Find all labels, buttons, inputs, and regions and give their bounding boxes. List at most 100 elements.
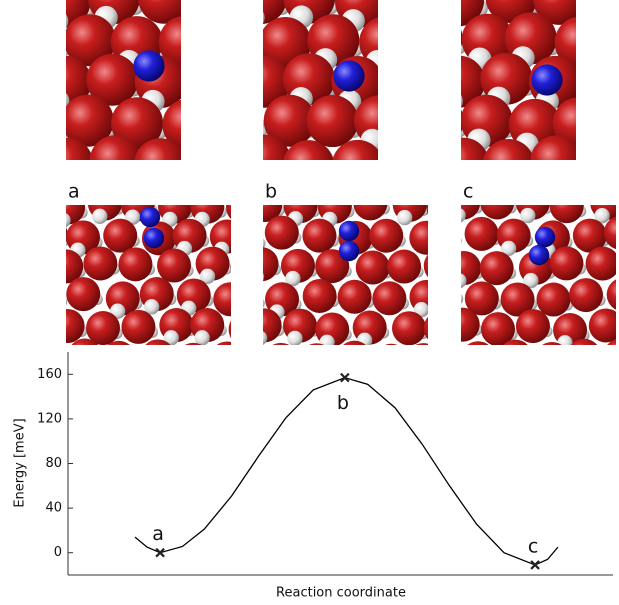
oxygen-atom <box>302 219 336 253</box>
hydrogen-atom <box>432 327 444 339</box>
hydrogen-atom <box>129 173 141 185</box>
oxygen-atom <box>83 246 117 280</box>
oxygen-atom <box>410 157 444 191</box>
state-marker <box>531 561 539 569</box>
hydrogen-atom <box>418 0 436 17</box>
oxygen-atom <box>425 156 459 190</box>
hydrogen-atom <box>422 81 440 99</box>
molecule-panel <box>209 155 482 380</box>
nitrogen-atom <box>144 228 164 248</box>
oxygen-atom <box>300 343 334 377</box>
hydrogen-atom <box>249 360 264 375</box>
oxygen-atom <box>18 94 70 146</box>
oxygen-atom <box>530 135 582 187</box>
hydrogen-atom <box>560 358 572 370</box>
hydrogen-atom <box>289 359 301 371</box>
oxygen-atom <box>13 313 47 347</box>
molecule-panel <box>0 0 267 232</box>
oxygen-atom <box>577 0 619 28</box>
oxygen-atom <box>118 247 152 281</box>
oxygen-atom <box>264 343 298 377</box>
hydrogen-atom <box>164 174 176 186</box>
hydrogen-atom <box>557 335 572 350</box>
hydrogen-atom <box>244 120 262 138</box>
hydrogen-atom <box>249 269 264 284</box>
oxygen-atom <box>15 14 67 66</box>
hydrogen-atom <box>268 365 283 380</box>
hydrogen-atom <box>38 207 50 219</box>
hydrogen-atom <box>520 164 538 182</box>
hydrogen-atom <box>31 161 49 179</box>
oxygen-atom <box>414 176 466 228</box>
hydrogen-atom <box>592 355 604 367</box>
y-tick-label: 0 <box>54 545 62 560</box>
hydrogen-atom <box>327 176 339 188</box>
oxygen-atom <box>104 157 138 191</box>
hydrogen-atom <box>0 87 21 110</box>
hydrogen-atom <box>609 179 619 194</box>
hydrogen-atom <box>418 79 436 97</box>
hydrogen-atom <box>450 172 462 184</box>
hydrogen-atom <box>450 235 462 247</box>
y-tick-label: 160 <box>37 367 62 382</box>
hydrogen-atom <box>521 174 533 186</box>
hydrogen-atom <box>200 123 218 141</box>
oxygen-atom <box>245 247 279 281</box>
hydrogen-atom <box>362 172 374 184</box>
molecule-panel <box>13 155 287 381</box>
y-tick-label: 80 <box>45 456 62 471</box>
oxygen-atom <box>187 0 239 26</box>
oxygen-atom <box>405 13 457 65</box>
panel-label: a <box>68 181 80 203</box>
hydrogen-atom <box>568 160 586 178</box>
oxygen-atom <box>303 279 337 313</box>
oxygen-atom <box>31 280 65 314</box>
oxygen-atom <box>332 140 384 192</box>
oxygen-atom <box>409 221 443 255</box>
state-marker <box>341 374 349 382</box>
hydrogen-atom <box>229 163 247 181</box>
nitrogen-atom <box>140 207 160 227</box>
oxygen-atom <box>571 158 605 192</box>
x-axis-label: Reaction coordinate <box>276 586 406 601</box>
hydrogen-atom <box>423 159 441 177</box>
hydrogen-atom <box>238 298 250 310</box>
hydrogen-atom <box>489 174 501 186</box>
nitrogen-atom <box>133 50 164 81</box>
hydrogen-atom <box>451 293 463 305</box>
nitrogen-atom <box>333 60 364 91</box>
hydrogen-atom <box>575 181 590 196</box>
hydrogen-atom <box>233 243 248 258</box>
molecule-panel <box>187 0 464 233</box>
hydrogen-atom <box>92 209 107 224</box>
hydrogen-atom <box>434 296 446 308</box>
oxygen-atom <box>265 216 299 250</box>
hydrogen-atom <box>252 330 267 345</box>
oxygen-atom <box>404 178 456 230</box>
hydrogen-atom <box>251 206 263 218</box>
oxygen-atom <box>338 156 372 190</box>
oxygen-atom <box>356 250 390 284</box>
hydrogen-atom <box>537 169 560 192</box>
hydrogen-atom <box>319 335 334 350</box>
hydrogen-atom <box>389 170 412 193</box>
oxygen-atom <box>446 308 480 342</box>
hydrogen-atom <box>31 0 49 17</box>
hydrogen-atom <box>228 80 246 98</box>
oxygen-atom <box>206 95 258 147</box>
oxygen-atom <box>210 16 262 68</box>
hydrogen-atom <box>399 360 411 372</box>
hydrogen-atom <box>234 206 246 218</box>
hydrogen-atom <box>439 89 462 112</box>
hydrogen-atom <box>172 163 190 181</box>
hydrogen-atom <box>467 357 479 369</box>
oxygen-atom <box>338 280 372 314</box>
oxygen-atom <box>480 251 514 285</box>
oxygen-atom <box>229 312 263 346</box>
hydrogen-atom <box>92 355 104 367</box>
oxygen-atom <box>586 247 619 281</box>
hydrogen-atom <box>237 325 249 337</box>
oxygen-atom <box>424 249 458 283</box>
hydrogen-atom <box>29 78 47 96</box>
hydrogen-atom <box>320 165 338 183</box>
